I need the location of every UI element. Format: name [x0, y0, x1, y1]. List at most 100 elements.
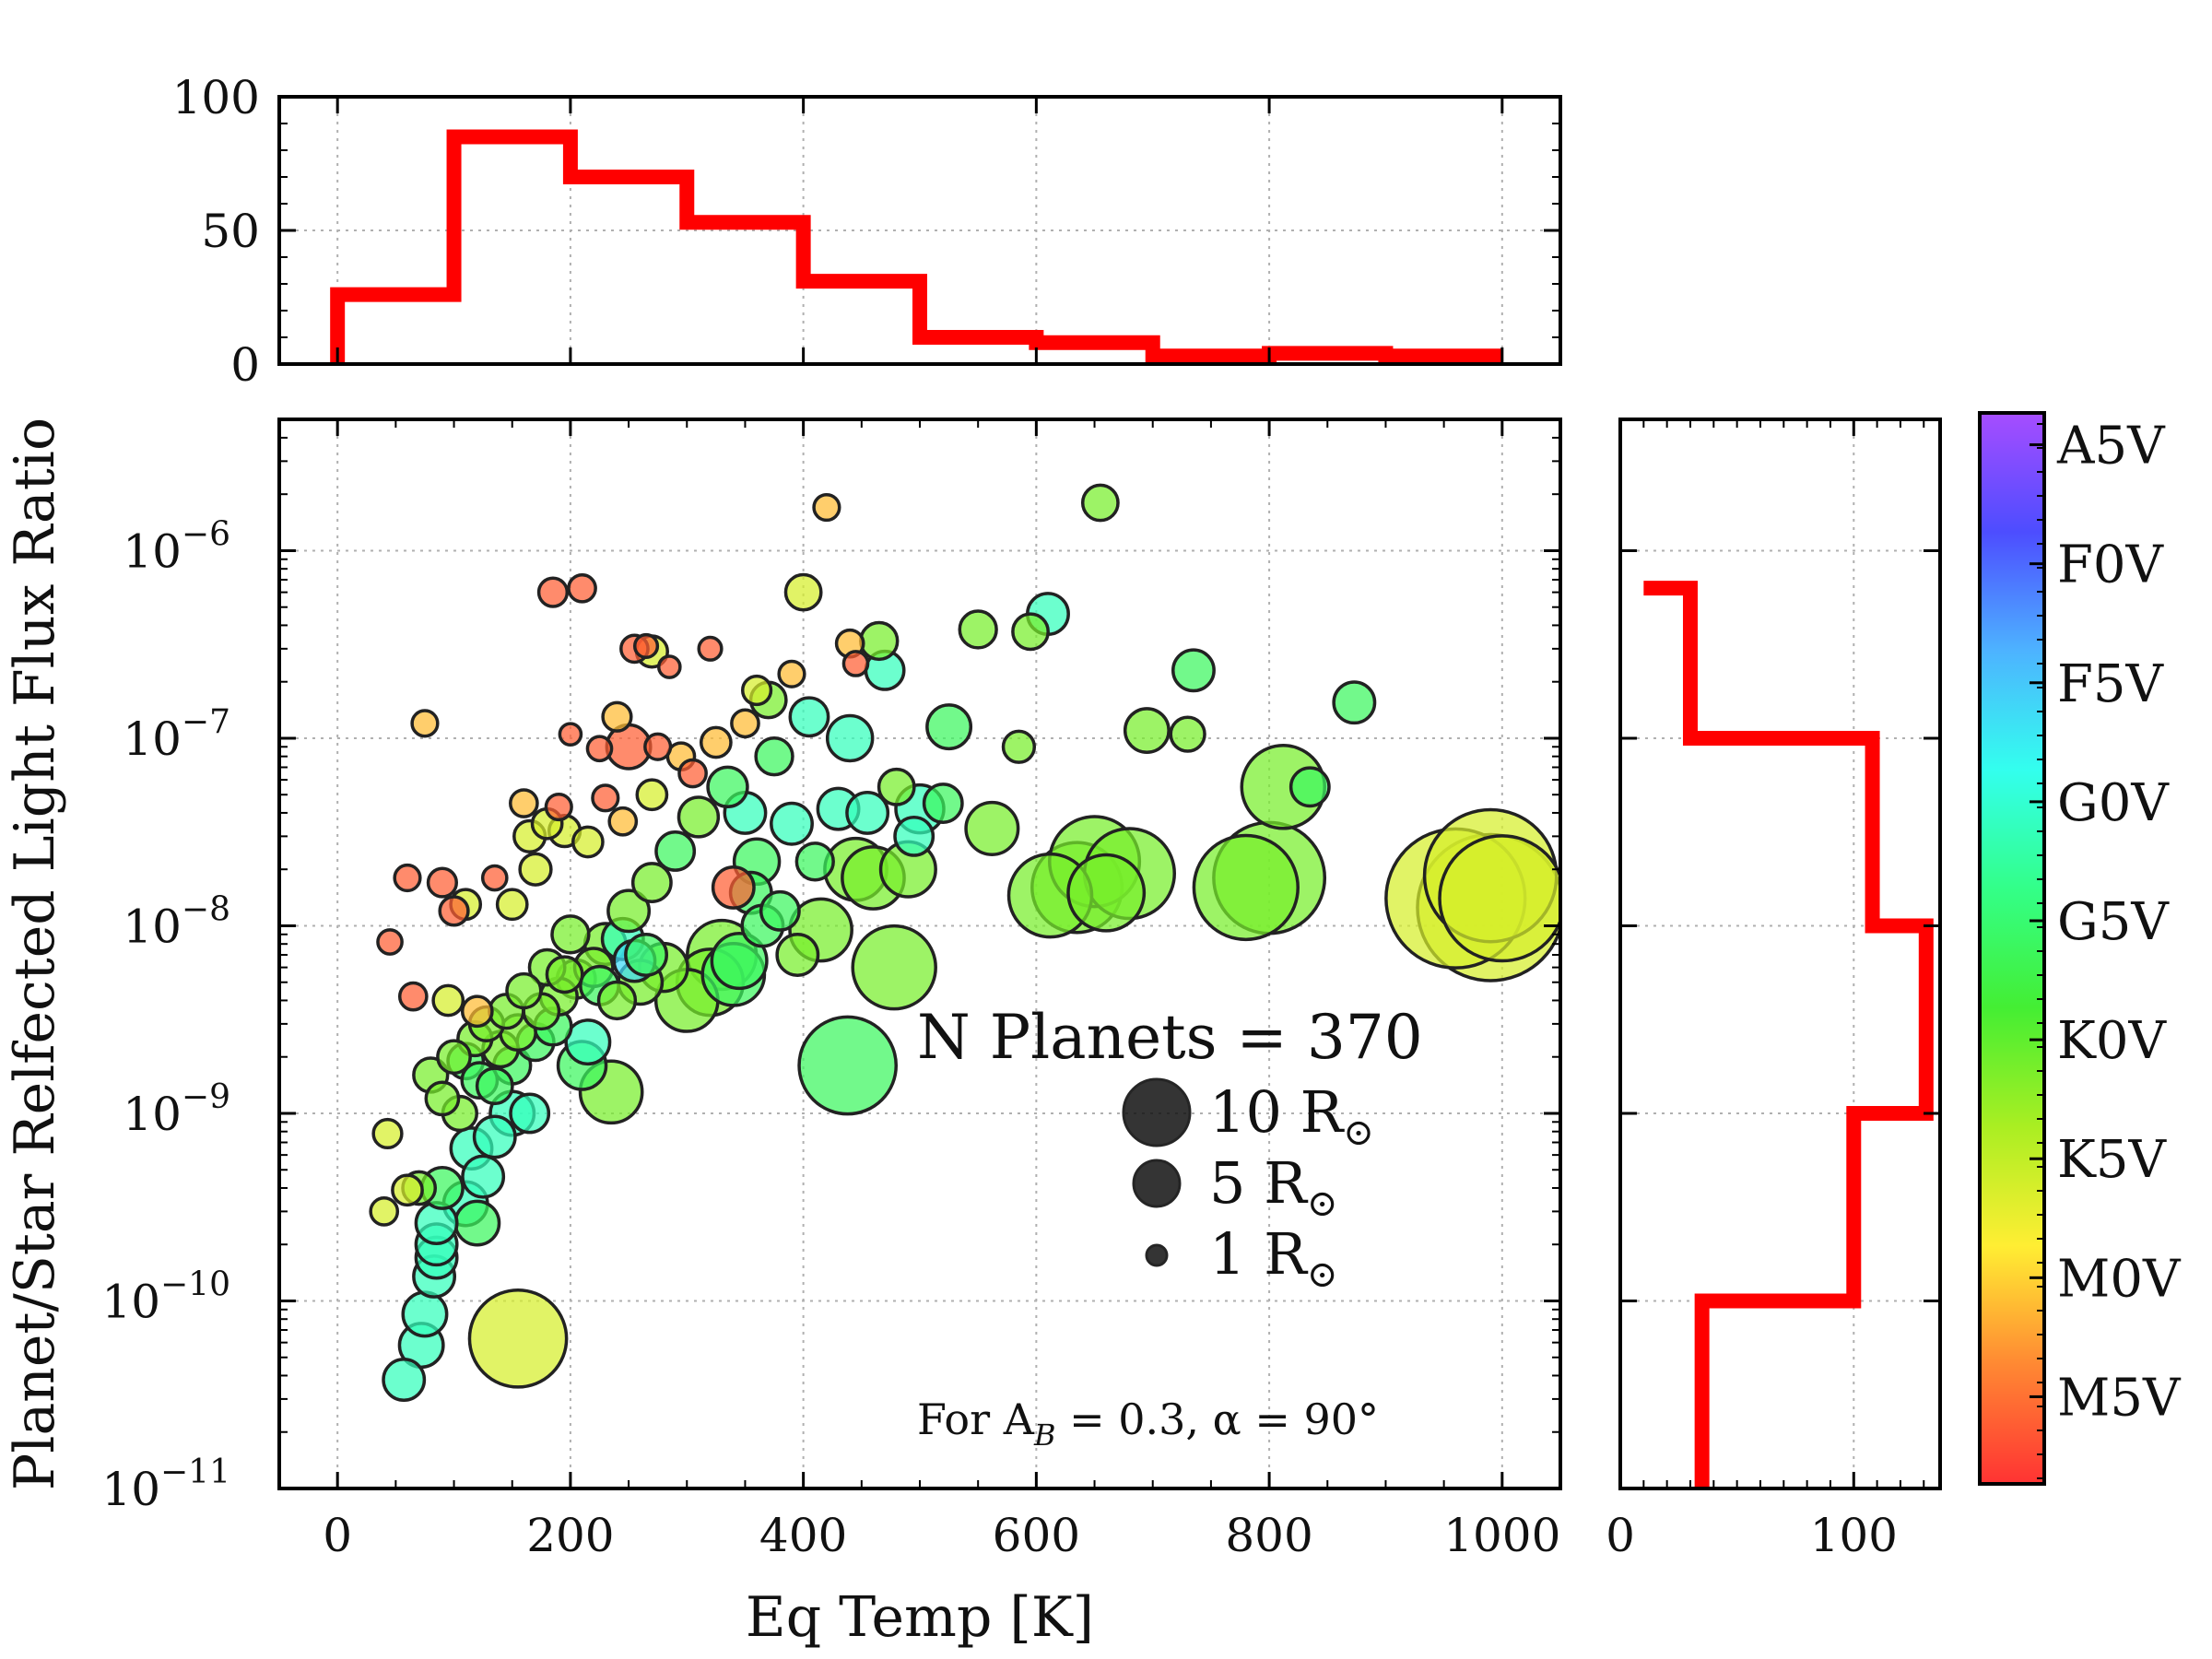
planet-point — [585, 735, 614, 763]
legend-marker-5 — [1132, 1159, 1182, 1208]
planet-point — [925, 703, 973, 751]
planet-point — [635, 778, 669, 812]
planet-point — [677, 758, 708, 789]
planet-point — [371, 1117, 404, 1150]
planet-point — [1123, 707, 1171, 755]
planet-point — [596, 980, 638, 1021]
colorbar-label: G5V — [2057, 892, 2170, 952]
planet-point — [1171, 648, 1216, 693]
planet-point — [730, 708, 760, 739]
top-y-tick-label: 100 — [172, 71, 260, 124]
planet-point — [893, 815, 935, 857]
planet-point — [431, 983, 465, 1018]
y-tick-label: 10−7 — [123, 703, 230, 766]
y-tick-labels: 10−6 10−7 10−8 10−9 10−10 10−11 — [101, 515, 230, 1516]
planet-point — [1438, 834, 1560, 963]
planet-point — [740, 674, 773, 707]
legend-marker-1 — [1145, 1243, 1169, 1267]
x-tick-label: 1000 — [1443, 1509, 1560, 1562]
right-histogram: 0 100 — [1606, 418, 1942, 1562]
planet-point — [654, 830, 697, 872]
planet-point — [812, 492, 841, 523]
x-tick-label: 400 — [759, 1509, 847, 1562]
top-histogram-frame — [277, 95, 1562, 366]
planet-point — [775, 933, 820, 977]
planet-point — [1332, 680, 1377, 725]
planet-point — [759, 889, 801, 932]
planet-point — [958, 609, 998, 650]
scatter-points — [369, 483, 1560, 1402]
planet-point — [426, 866, 459, 899]
planet-point — [567, 572, 597, 604]
planet-point — [606, 888, 652, 934]
planet-point — [424, 1080, 461, 1117]
right-histogram-grid — [1619, 419, 1940, 1489]
planet-point — [591, 783, 620, 813]
planet-point — [391, 1173, 424, 1207]
colorbar-label: A5V — [2056, 417, 2166, 477]
planet-point — [777, 659, 806, 688]
planet-point — [794, 841, 835, 882]
planet-point — [564, 1018, 612, 1066]
planet-point — [788, 696, 830, 738]
main-ticks — [278, 418, 1561, 1490]
planet-point — [571, 825, 605, 859]
planet-point — [480, 864, 509, 892]
planet-point — [369, 1196, 400, 1227]
planet-point — [851, 924, 937, 1011]
planet-point — [518, 852, 553, 887]
right-x-tick-label: 0 — [1606, 1509, 1635, 1562]
legend-marker-10 — [1122, 1077, 1192, 1147]
planet-point — [783, 572, 823, 612]
planet-point — [1066, 853, 1147, 933]
planet-point — [710, 931, 769, 991]
planet-point — [397, 981, 429, 1012]
planet-point — [1001, 729, 1037, 764]
top-histogram: 0 50 100 — [172, 71, 1562, 392]
right-histogram-ticks — [1618, 419, 1940, 1490]
planet-point — [877, 767, 916, 806]
planet-point — [632, 632, 660, 660]
planet-point — [657, 654, 682, 679]
planet-point — [1011, 612, 1050, 652]
planet-point — [797, 1015, 899, 1116]
planet-point — [467, 1288, 569, 1389]
planet-point — [453, 1199, 501, 1247]
planet-point — [558, 722, 583, 747]
legend-label-5: 5 R⊙ — [1209, 1149, 1337, 1225]
planet-point — [1192, 833, 1300, 942]
size-legend: N Planets = 370 10 R⊙ 5 R⊙ 1 R⊙ — [917, 1002, 1423, 1296]
planet-point — [472, 1114, 517, 1159]
main-frame — [277, 418, 1562, 1490]
right-x-tick-label: 100 — [1810, 1509, 1898, 1562]
colorbar-label: F0V — [2057, 535, 2164, 595]
planet-point — [461, 1154, 506, 1199]
y-tick-label: 10−11 — [101, 1453, 230, 1516]
colorbar-label: M5V — [2057, 1368, 2182, 1428]
planet-point — [545, 955, 584, 994]
planet-point — [376, 928, 404, 956]
colorbar-gradient — [1978, 411, 2046, 1486]
x-tick-labels: 0 200 400 600 800 1000 — [323, 1509, 1560, 1562]
y-tick-label: 10−6 — [123, 515, 230, 578]
planet-point — [601, 700, 633, 733]
planet-point — [677, 795, 721, 839]
y-tick-label: 10−10 — [101, 1265, 230, 1328]
planet-point — [643, 732, 673, 761]
x-tick-label: 200 — [526, 1509, 614, 1562]
planet-point — [607, 806, 639, 837]
planet-point — [505, 971, 543, 1010]
planet-point — [410, 709, 440, 738]
x-tick-label: 600 — [993, 1509, 1080, 1562]
x-tick-label: 0 — [323, 1509, 352, 1562]
right-histogram-step-line — [1643, 581, 1934, 1490]
planet-point — [382, 1358, 427, 1402]
planet-point — [509, 1092, 551, 1135]
planet-point — [699, 725, 733, 759]
right-histogram-tick-labels: 0 100 — [1606, 1509, 1898, 1562]
legend-label-10: 10 R⊙ — [1209, 1078, 1374, 1154]
planet-point — [859, 620, 900, 662]
planet-point — [509, 788, 539, 818]
planet-point — [754, 736, 794, 777]
planet-point — [544, 792, 573, 822]
